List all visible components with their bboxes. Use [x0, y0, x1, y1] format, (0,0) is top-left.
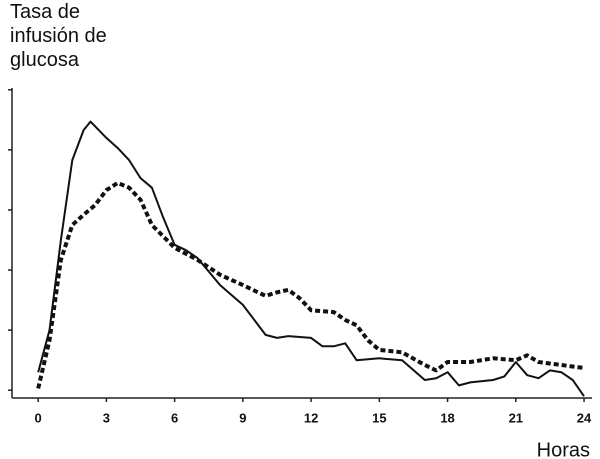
x-tick-label: 6 — [171, 410, 178, 425]
chart-title: Tasa de infusión de glucosa — [10, 1, 107, 71]
x-tick-label: 18 — [440, 410, 454, 425]
x-tick-label: 3 — [103, 410, 110, 425]
x-tick-label: 0 — [35, 410, 42, 425]
x-tick-label: 24 — [577, 410, 592, 425]
x-tick-label: 15 — [372, 410, 386, 425]
series-line — [37, 120, 585, 397]
x-tick-label: 21 — [509, 410, 523, 425]
series-line — [36, 180, 585, 389]
x-axis-label: Horas — [537, 439, 590, 459]
x-tick-label: 9 — [239, 410, 246, 425]
x-tick-label: 12 — [304, 410, 318, 425]
